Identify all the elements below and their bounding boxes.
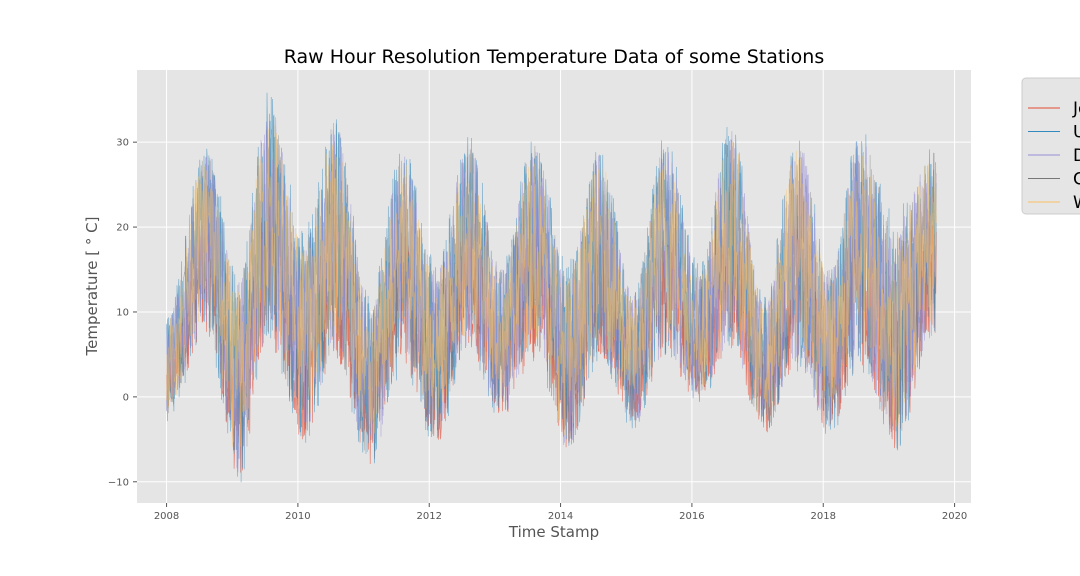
legend-box (1021, 77, 1080, 215)
x-tick-label: 2010 (285, 511, 310, 522)
x-tick-label: 2008 (154, 511, 179, 522)
legend-label: W (1073, 193, 1080, 213)
legend-label: Jo (1072, 99, 1080, 119)
series-line-u (166, 92, 937, 483)
x-axis-ticks: 2008 2010 2012 2014 2016 2018 2020 (154, 503, 967, 522)
x-tick-label: 2014 (548, 511, 573, 522)
x-tick-label: 2016 (679, 511, 704, 522)
series-line-w (166, 125, 937, 447)
series-lines (166, 92, 937, 483)
y-tick-label: 0 (123, 392, 129, 403)
legend-label: C (1073, 170, 1080, 190)
legend-label: U (1073, 123, 1080, 143)
x-tick-label: 2020 (942, 511, 967, 522)
y-axis-ticks: −10 0 10 20 30 (108, 138, 137, 488)
x-tick-label: 2012 (417, 511, 442, 522)
y-tick-label: −10 (108, 477, 129, 488)
y-tick-label: 10 (116, 307, 129, 318)
series-line-jo (166, 189, 937, 473)
y-tick-label: 30 (116, 138, 129, 149)
y-tick-label: 20 (116, 223, 129, 234)
legend: Jo UDCW (1021, 77, 1080, 215)
legend-label: D (1073, 146, 1080, 166)
x-tick-label: 2018 (811, 511, 836, 522)
y-axis-label: Temperature [ ° C] (83, 217, 101, 357)
x-axis-label: Time Stamp (508, 523, 599, 541)
chart-title: Raw Hour Resolution Temperature Data of … (284, 46, 825, 68)
